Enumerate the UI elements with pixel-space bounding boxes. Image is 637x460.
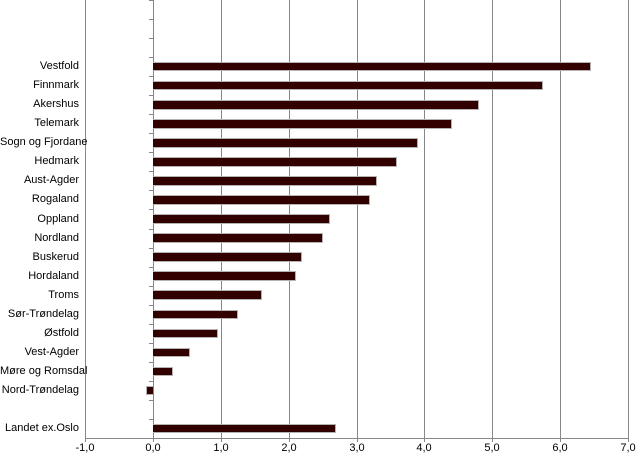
bar-oppland xyxy=(153,214,330,224)
category-axis-tick xyxy=(149,248,154,249)
category-axis-tick xyxy=(149,0,154,1)
bar-nordland xyxy=(153,233,323,243)
category-axis-tick xyxy=(149,305,154,306)
category-axis-tick xyxy=(149,171,154,172)
x-axis-tick xyxy=(153,438,154,442)
category-label: Hordaland xyxy=(28,269,79,282)
category-label: Rogaland xyxy=(31,193,79,206)
category-label: Møre og Romsdal xyxy=(0,364,88,377)
category-label: Østfold xyxy=(44,326,79,339)
bar-sogn-og-fjordane xyxy=(153,138,418,148)
category-axis-tick xyxy=(149,190,154,191)
bar--stfold xyxy=(153,328,218,338)
category-axis-tick xyxy=(149,229,154,230)
x-tick-label: 6,0 xyxy=(552,442,568,454)
x-axis-line xyxy=(85,438,628,439)
category-axis-tick xyxy=(149,362,154,363)
bar-landet-ex-oslo xyxy=(153,423,337,434)
category-axis-tick xyxy=(149,419,154,420)
category-label: Vest-Agder xyxy=(24,345,79,358)
gridline xyxy=(85,0,86,438)
bar-vest-agder xyxy=(153,347,191,358)
category-label: Landet ex.Oslo xyxy=(5,422,79,434)
category-axis-tick xyxy=(149,152,154,153)
category-axis-tick xyxy=(149,343,154,344)
bar-m-re-og-romsdal xyxy=(153,366,174,377)
x-axis-tick xyxy=(492,438,493,442)
bar-hordaland xyxy=(153,271,296,281)
x-tick-label: 0,0 xyxy=(145,442,161,454)
category-axis-tick xyxy=(149,95,154,96)
category-label: Telemark xyxy=(34,117,79,130)
gridline xyxy=(424,0,425,438)
x-tick-label: -1,0 xyxy=(75,442,95,454)
bar-vestfold xyxy=(153,61,591,72)
category-axis-tick xyxy=(149,133,154,134)
category-label: Nordland xyxy=(34,231,79,244)
category-axis-tick xyxy=(149,267,154,268)
category-label: Sogn og Fjordane xyxy=(0,136,88,149)
category-label: Vestfold xyxy=(39,60,79,73)
x-tick-label: 3,0 xyxy=(349,442,365,454)
x-axis-tick xyxy=(85,438,86,442)
bar-s-r-tr-ndelag xyxy=(153,309,238,319)
gridline xyxy=(492,0,493,438)
category-axis-tick xyxy=(149,381,154,382)
category-axis-tick xyxy=(149,286,154,287)
category-axis-tick xyxy=(149,19,154,20)
bar-telemark xyxy=(153,119,452,129)
bar-finnmark xyxy=(153,80,544,91)
x-tick-label: 4,0 xyxy=(416,442,432,454)
category-axis-tick xyxy=(149,38,154,39)
x-axis-tick xyxy=(221,438,222,442)
x-axis-tick xyxy=(424,438,425,442)
category-label: Finnmark xyxy=(33,79,79,92)
x-tick-label: 5,0 xyxy=(484,442,500,454)
x-tick-label: 2,0 xyxy=(281,442,297,454)
bar-buskerud xyxy=(153,252,303,262)
category-axis-tick xyxy=(149,209,154,210)
bar-aust-agder xyxy=(153,176,377,186)
bar-rogaland xyxy=(153,195,371,205)
x-tick-label: 7,0 xyxy=(620,442,636,454)
category-label: Oppland xyxy=(37,212,79,225)
x-axis-tick xyxy=(628,438,629,442)
gridline xyxy=(560,0,561,438)
category-label: Nord-Trøndelag xyxy=(1,383,79,396)
x-axis-tick xyxy=(289,438,290,442)
category-axis-tick xyxy=(149,114,154,115)
gridline xyxy=(357,0,358,438)
bar-nord-tr-ndelag xyxy=(146,385,153,396)
bar-hedmark xyxy=(153,157,398,167)
x-tick-label: 1,0 xyxy=(213,442,229,454)
category-label: Troms xyxy=(48,288,79,301)
category-label: Sør-Trøndelag xyxy=(7,307,79,320)
bar-akershus xyxy=(153,100,479,110)
gridline xyxy=(628,0,629,438)
x-axis-tick xyxy=(357,438,358,442)
bar-troms xyxy=(153,290,262,300)
category-axis-tick xyxy=(149,400,154,401)
category-label: Hedmark xyxy=(34,155,79,168)
category-axis-tick xyxy=(149,324,154,325)
category-label: Aust-Agder xyxy=(23,174,79,187)
category-label: Akershus xyxy=(33,98,79,111)
category-label: Buskerud xyxy=(32,250,79,263)
category-axis-tick xyxy=(149,76,154,77)
x-axis-tick xyxy=(560,438,561,442)
category-axis-tick xyxy=(149,57,154,58)
